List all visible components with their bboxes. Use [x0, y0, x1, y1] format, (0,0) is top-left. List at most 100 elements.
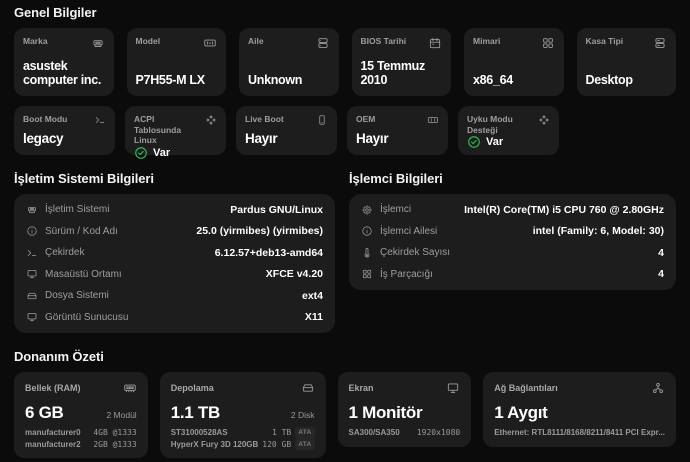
storage-detail-row: ST31000528AS 1 TB ATA — [171, 427, 315, 439]
bios-date-card-value: 15 Temmuz 2010 — [360, 58, 426, 88]
ram-module-name: manufacturer2 — [25, 439, 81, 449]
filesystem-row-value: ext4 — [301, 289, 323, 302]
live-boot-card-value: Hayır — [245, 131, 278, 147]
thread-count-row: İş Parçacığı 4 — [361, 264, 664, 286]
cpu-row: İşlemci Intel(R) Core(TM) i5 CPU 760 @ 2… — [361, 199, 664, 221]
info-icon — [362, 226, 372, 236]
disk-name: ST31000528AS — [170, 428, 228, 437]
display-card-value: 1 Monitör — [348, 403, 423, 422]
phone-icon — [319, 115, 325, 125]
cpu-family-row-value: intel (Family: 6, Model: 30) — [532, 225, 664, 238]
family-card-value: Unknown — [248, 73, 303, 88]
disk-type-badge: ATA — [295, 427, 315, 439]
oem-card-label: OEM — [356, 114, 376, 124]
network-icon — [653, 383, 663, 393]
core-count-row: Çekirdek Sayısı 4 — [361, 242, 664, 264]
kernel-row-label: Çekirdek — [45, 247, 85, 259]
display-server-row: Görüntü Sunucusu X11 — [26, 307, 323, 329]
network-card-label: Ağ Bağlantıları — [494, 383, 558, 393]
ram-module-size: 2GB @1333 — [93, 439, 137, 449]
thread-count-row-label: İş Parçacığı — [380, 268, 433, 280]
cpu-icon — [362, 204, 372, 215]
disk-name: HyperX Fury 3D 120GB — [170, 439, 259, 449]
brand-card: Marka asustek computer inc. — [14, 28, 114, 96]
filesystem-row: Dosya Sistemi ext4 — [26, 285, 323, 307]
ram-card-meta: 2 Modül — [106, 410, 137, 420]
thread-count-row-value: 4 — [658, 268, 664, 281]
drive-icon — [27, 292, 37, 299]
core-count-row-label: Çekirdek Sayısı — [380, 247, 451, 259]
family-card: Aile Unknown — [239, 28, 339, 96]
grid-icon — [542, 38, 553, 48]
monitor-model: SA300/SA350 — [348, 428, 400, 437]
monitor-icon — [448, 383, 459, 393]
architecture-card: Mimari x86_64 — [464, 28, 564, 96]
ram-module-size: 4GB @1333 — [93, 428, 137, 437]
model-card-label: Model — [135, 36, 161, 46]
cpu-row-value: Intel(R) Core(TM) i5 CPU 760 @ 2.80GHz — [464, 203, 664, 216]
sleep-support-card: Uyku Modu Desteği Var — [458, 106, 559, 155]
terminal-icon — [27, 249, 37, 256]
ram-icon — [124, 384, 136, 393]
hardware-section-title: Donanım Özeti — [14, 349, 104, 364]
calendar-icon — [429, 37, 441, 49]
filesystem-row-label: Dosya Sistemi — [45, 290, 109, 302]
os-row: İşletim Sistemi Pardus GNU/Linux — [26, 199, 323, 221]
display-detail-row: SA300/SA350 1920x1080 — [349, 427, 461, 439]
storage-card-meta: 2 Disk — [290, 410, 315, 420]
storage-card: Depolama 1.1 TB 2 Disk ST31000528AS 1 TB… — [159, 372, 326, 459]
cpu-family-row: İşlemci Ailesi intel (Family: 6, Model: … — [361, 221, 664, 243]
model-card-value: P7H55-M LX — [135, 73, 206, 88]
brand-icon — [92, 40, 103, 47]
display-server-row-value: X11 — [304, 311, 323, 324]
general-section-title: Genel Bilgiler — [14, 5, 97, 20]
os-info-column: İşletim Sistemi Bilgileri İşletim Sistem… — [14, 171, 335, 333]
general-cards-row1: Marka asustek computer inc. Model P7H55-… — [14, 28, 676, 96]
network-card-value: 1 Aygıt — [494, 403, 548, 422]
disk-type-badge: ATA — [295, 438, 315, 451]
cpu-family-row-label: İşlemci Ailesi — [380, 225, 438, 237]
case-type-card-value: Desktop — [585, 73, 634, 88]
network-card: Ağ Bağlantıları 1 Aygıt Ethernet: RTL811… — [483, 372, 676, 447]
live-boot-card: Live Boot Hayır — [236, 106, 337, 155]
bios-date-card-label: BIOS Tarihi — [360, 36, 407, 46]
desktop-env-row-value: XFCE v4.20 — [265, 268, 323, 281]
board-icon — [204, 39, 216, 47]
disk-size: 1 TB — [271, 428, 292, 437]
computer-icon — [28, 206, 36, 213]
monitor-icon — [27, 313, 37, 322]
version-row-label: Sürüm / Kod Adı — [45, 225, 118, 237]
case-type-card-label: Kasa Tipi — [585, 36, 624, 46]
display-card: Ekran 1 Monitör SA300/SA350 1920x1080 — [337, 372, 472, 447]
architecture-card-value: x86_64 — [473, 73, 513, 88]
desktop-env-row-label: Masaüstü Ortamı — [45, 268, 122, 280]
core-count-row-value: 4 — [658, 246, 664, 259]
version-row: Sürüm / Kod Adı 25.0 (yirmibes) (yirmibe… — [26, 221, 323, 243]
ram-card: Bellek (RAM) 6 GB 2 Modül manufacturer0 … — [14, 372, 148, 459]
display-server-row-label: Görüntü Sunucusu — [45, 311, 129, 323]
grid-icon — [362, 270, 372, 279]
boot-mode-card-label: Boot Modu — [23, 114, 68, 124]
ticket-icon — [428, 117, 438, 123]
ram-card-label: Bellek (RAM) — [25, 383, 81, 393]
info-icon — [27, 226, 37, 236]
version-row-value: 25.0 (yirmibes) (yirmibes) — [196, 225, 323, 238]
check-circle-icon — [468, 136, 480, 149]
monitor-icon — [27, 270, 37, 279]
case-type-card: Kasa Tipi Desktop — [576, 28, 676, 96]
family-card-label: Aile — [248, 36, 264, 46]
bios-date-card: BIOS Tarihi 15 Temmuz 2010 — [351, 28, 451, 96]
ram-module-name: manufacturer0 — [25, 428, 81, 437]
os-info-panel: İşletim Sistemi Pardus GNU/Linux Sürüm /… — [14, 194, 335, 333]
display-card-label: Ekran — [348, 383, 374, 393]
oem-card-value: Hayır — [356, 131, 389, 147]
info-panels: İşletim Sistemi Bilgileri İşletim Sistem… — [14, 171, 676, 333]
architecture-card-label: Mimari — [473, 36, 501, 46]
drive-icon — [302, 384, 313, 392]
acpi-linux-card-label: ACPI Tablosunda Linux — [134, 114, 182, 146]
thermometer-icon — [364, 247, 370, 258]
acpi-linux-card-value: Var — [153, 146, 171, 159]
disk-size: 120 GB — [262, 439, 292, 449]
desktop-env-row: Masaüstü Ortamı XFCE v4.20 — [26, 264, 323, 286]
